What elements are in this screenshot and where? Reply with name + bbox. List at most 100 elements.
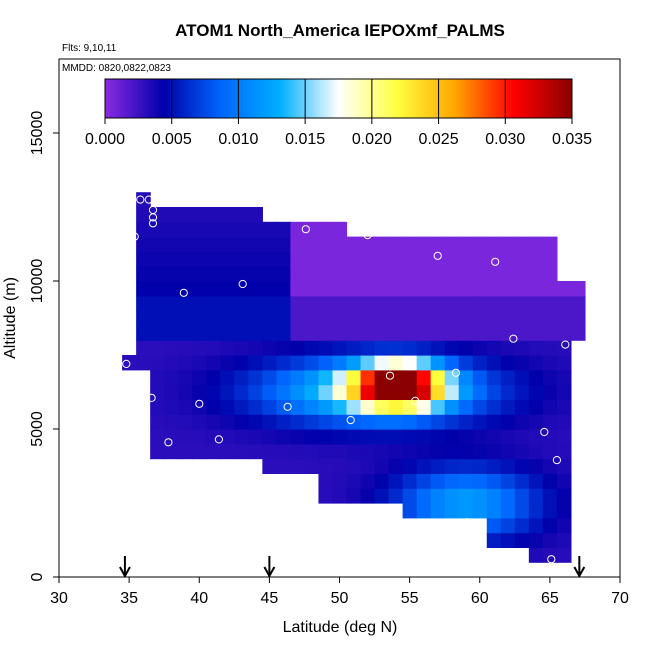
x-tick-label: 70 bbox=[611, 590, 629, 607]
heatmap-cell bbox=[444, 488, 460, 504]
colorbar-tick-label: 0.020 bbox=[352, 131, 392, 148]
heatmap-cell bbox=[542, 369, 558, 386]
heatmap-cell bbox=[206, 207, 221, 223]
heatmap-cell bbox=[276, 384, 292, 400]
heatmap-cell bbox=[346, 443, 362, 460]
heatmap-cell bbox=[514, 473, 530, 489]
heatmap-cell bbox=[556, 547, 572, 563]
heatmap-cell bbox=[304, 399, 320, 415]
heatmap-cell bbox=[220, 310, 235, 326]
heatmap-cell bbox=[234, 251, 249, 267]
heatmap-cell bbox=[458, 429, 474, 445]
observation-point bbox=[561, 340, 570, 349]
colorbar-tick-label: 0.010 bbox=[218, 131, 258, 148]
heatmap-cell bbox=[444, 281, 460, 297]
heatmap-cell bbox=[388, 399, 404, 415]
heatmap-cell bbox=[388, 325, 404, 341]
heatmap-cell bbox=[248, 399, 263, 415]
heatmap-cell bbox=[374, 251, 390, 267]
heatmap-cell bbox=[500, 325, 516, 341]
heatmap-cell bbox=[206, 295, 221, 312]
x-tick-label: 40 bbox=[190, 590, 208, 607]
heatmap-cell bbox=[430, 399, 446, 415]
heatmap-cell bbox=[472, 236, 488, 252]
heatmap-cell bbox=[150, 266, 165, 282]
heatmap-cell bbox=[486, 473, 502, 489]
heatmap-cell bbox=[248, 340, 263, 356]
heatmap-cell bbox=[388, 236, 404, 252]
heatmap-cell bbox=[360, 310, 376, 326]
heatmap-cell bbox=[234, 399, 249, 415]
heatmap-cell bbox=[500, 236, 516, 252]
heatmap-cell bbox=[402, 251, 418, 267]
heatmap-cell bbox=[206, 414, 221, 430]
heatmap-cell bbox=[416, 340, 432, 356]
heatmap-cell bbox=[332, 355, 348, 371]
heatmap-cell bbox=[402, 503, 418, 519]
heatmap-cell bbox=[388, 473, 404, 489]
heatmap-cell bbox=[402, 310, 418, 326]
heatmap-cell bbox=[206, 325, 221, 341]
heatmap-cell bbox=[248, 310, 263, 326]
colorbar-tick-label: 0.015 bbox=[285, 131, 325, 148]
heatmap-cell bbox=[542, 443, 558, 460]
heatmap-cell bbox=[164, 236, 179, 252]
heatmap-cell bbox=[220, 236, 235, 252]
heatmap-cell bbox=[528, 355, 544, 371]
heatmap-cell bbox=[290, 310, 306, 326]
heatmap-cell bbox=[248, 251, 263, 267]
heatmap-cell bbox=[248, 414, 263, 430]
heatmap-cell bbox=[318, 325, 334, 341]
heatmap-cell bbox=[304, 266, 320, 282]
heatmap-cell bbox=[360, 266, 376, 282]
heatmap-cell bbox=[262, 429, 277, 445]
heatmap-cell bbox=[402, 488, 418, 504]
heatmap-cell bbox=[262, 414, 277, 430]
heatmap-cell bbox=[192, 384, 207, 400]
heatmap-cell bbox=[430, 488, 446, 504]
colorbar-tick-label: 0.000 bbox=[85, 131, 125, 148]
heatmap-cell bbox=[444, 429, 460, 445]
heatmap-cell bbox=[276, 443, 292, 460]
heatmap-cell bbox=[290, 384, 306, 400]
heatmap-cell bbox=[528, 281, 544, 297]
heatmap-cell bbox=[486, 532, 502, 548]
heatmap-cell bbox=[458, 236, 474, 252]
heatmap-cell bbox=[318, 488, 334, 504]
heatmap-cell bbox=[262, 281, 277, 297]
heatmap-cell bbox=[472, 443, 488, 460]
heatmap-cell bbox=[514, 251, 530, 267]
observation-point bbox=[411, 396, 420, 405]
heatmap-cell bbox=[374, 295, 390, 312]
heatmap-cell bbox=[346, 384, 362, 400]
heatmap-cell bbox=[360, 473, 376, 489]
heatmap-cell bbox=[290, 295, 306, 312]
heatmap-cell bbox=[220, 295, 235, 312]
heatmap-cell bbox=[430, 414, 446, 430]
heatmap-cell bbox=[318, 251, 334, 267]
heatmap-cell bbox=[346, 458, 362, 474]
heatmap-cell bbox=[542, 503, 558, 519]
heatmap-cell bbox=[220, 399, 235, 415]
heatmap-cell bbox=[276, 281, 292, 297]
heatmap-cell bbox=[402, 414, 418, 430]
heatmap-cell bbox=[262, 384, 277, 400]
heatmap-cell bbox=[472, 355, 488, 371]
observation-point bbox=[346, 416, 355, 425]
heatmap-cell bbox=[332, 384, 348, 400]
heatmap-cell bbox=[388, 340, 404, 356]
heatmap-cell bbox=[346, 251, 362, 267]
heatmap-cell bbox=[360, 414, 376, 430]
heatmap-cell bbox=[528, 399, 544, 415]
heatmap-cell bbox=[402, 281, 418, 297]
heatmap-cell bbox=[318, 429, 334, 445]
heatmap-cell bbox=[220, 443, 235, 460]
heatmap-cell bbox=[528, 517, 544, 534]
heatmap-cell bbox=[500, 503, 516, 519]
heatmap-cell bbox=[178, 236, 193, 252]
x-axis: 30 35 40 45 50 55 60 65 70 bbox=[50, 577, 629, 607]
heatmap-cell bbox=[430, 369, 446, 386]
heatmap-cell bbox=[178, 221, 193, 238]
heatmap-cell bbox=[472, 414, 488, 430]
